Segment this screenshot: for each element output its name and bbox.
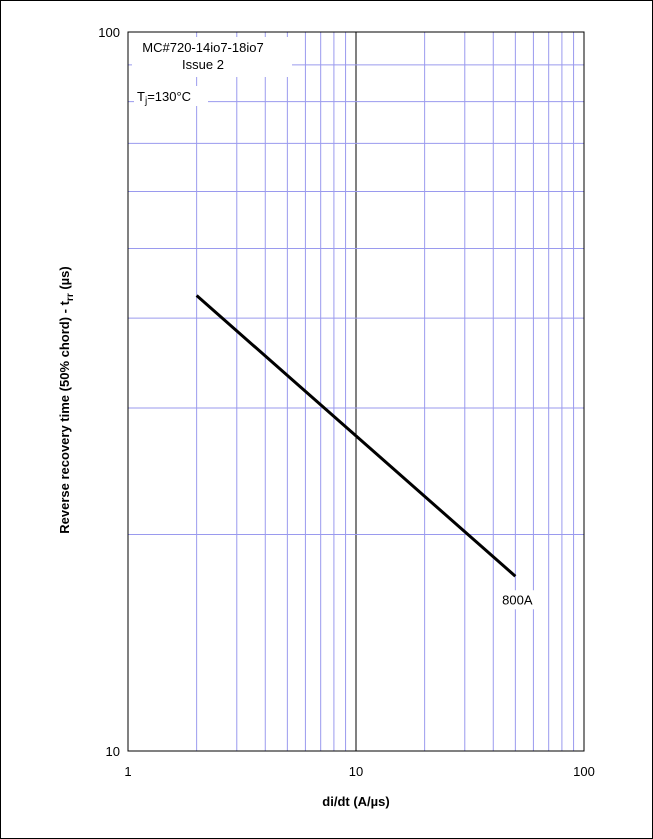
- annotation-line: MC#720-14io7-18io7: [142, 40, 263, 55]
- x-axis-label: di/dt (A/µs): [322, 794, 389, 809]
- annotation-line: Issue 2: [182, 57, 224, 72]
- grid: [128, 32, 584, 751]
- y-axis-label-main: Reverse recovery time (50% chord) - t: [57, 300, 72, 533]
- series-line-800a: [195, 294, 517, 578]
- series-layer: [195, 294, 517, 578]
- y-axis-label: Reverse recovery time (50% chord) - trr …: [57, 266, 76, 533]
- series-label-800a: 800A: [502, 592, 533, 607]
- x-tick-label: 100: [573, 764, 595, 779]
- temperature-box: [134, 86, 208, 106]
- temperature-value: =130°C: [147, 89, 191, 104]
- y-tick-label: 10: [106, 744, 120, 759]
- series-label-background: [498, 590, 537, 610]
- temperature-prefix: T: [137, 89, 145, 104]
- temperature-subscript: j: [144, 96, 147, 107]
- y-axis-label-unit: (µs): [57, 266, 72, 293]
- plot-border: [127, 31, 585, 752]
- x-tick-label: 1: [124, 764, 131, 779]
- x-tick-label: 10: [349, 764, 363, 779]
- y-axis-label-subscript: rr: [65, 293, 76, 301]
- temperature-label: Tj=130°C: [137, 89, 191, 107]
- y-tick-label: 100: [98, 25, 120, 40]
- annotation-box: [132, 37, 292, 77]
